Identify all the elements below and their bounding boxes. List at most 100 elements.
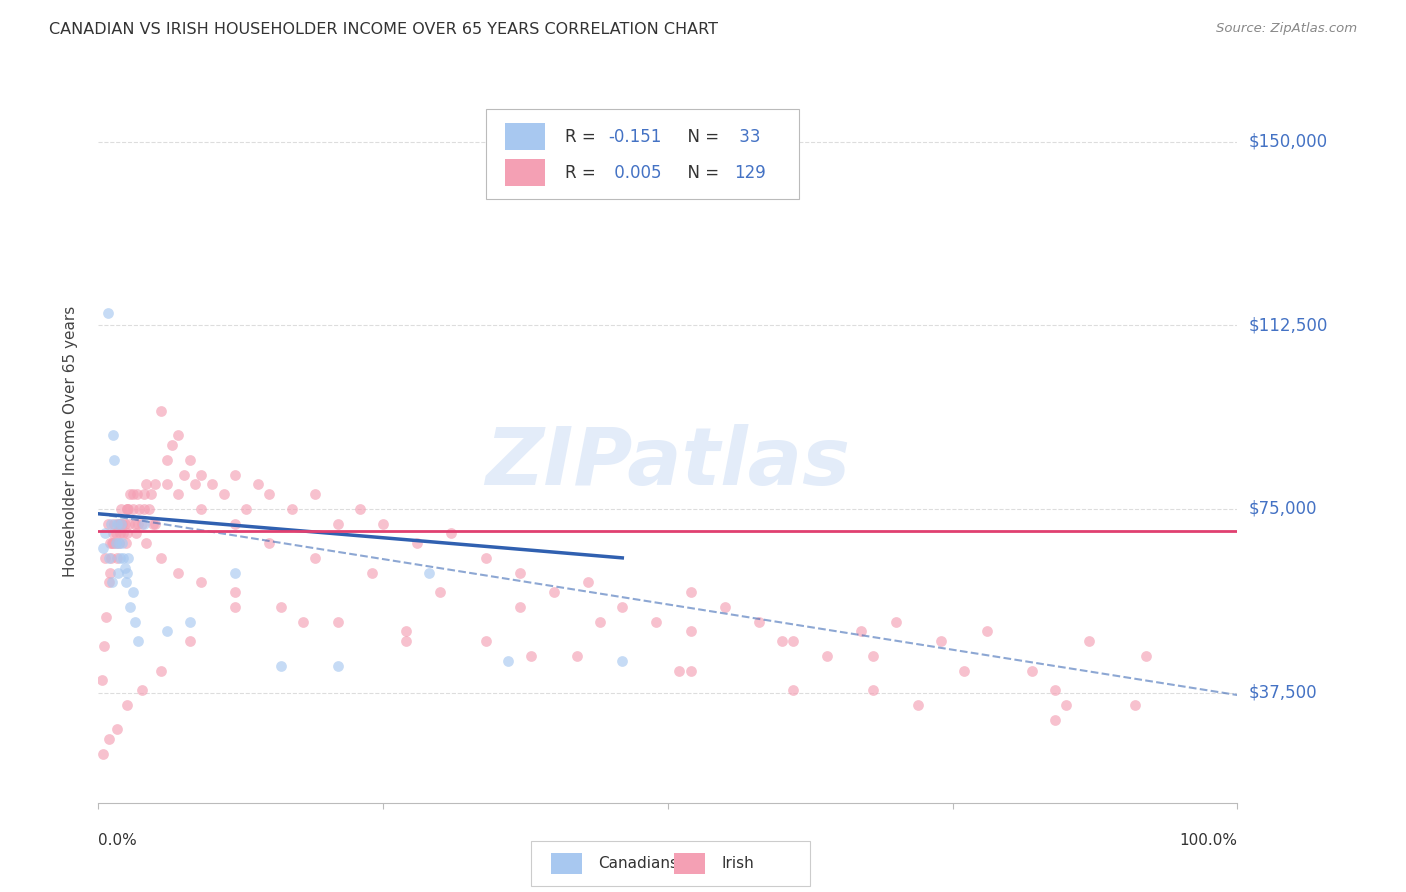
Point [117,550,139,565]
Point [770,634,793,648]
Point [224,585,246,599]
Point [107,566,129,580]
Point [150,664,173,678]
Point [150,550,173,565]
Point [907,698,929,712]
Point [668,664,690,678]
Point [121,487,143,501]
Point [93,639,115,653]
Point [167,566,190,580]
Point [862,648,884,663]
Point [1021,664,1043,678]
Text: $150,000: $150,000 [1249,133,1327,151]
Text: R =: R = [565,128,602,145]
Point [190,502,212,516]
Text: $75,000: $75,000 [1249,500,1317,518]
Point [440,526,463,541]
Point [128,502,150,516]
Point [474,550,496,565]
FancyBboxPatch shape [531,841,810,886]
Point [108,526,131,541]
Point [1078,634,1101,648]
Point [108,536,131,550]
Point [588,615,610,629]
Point [132,516,155,531]
Point [156,477,179,491]
Point [145,516,167,531]
Point [118,516,141,531]
Point [111,516,134,531]
Point [131,516,153,531]
Point [156,453,179,467]
Point [142,516,165,531]
Point [120,599,142,614]
FancyBboxPatch shape [551,853,582,874]
Point [145,477,167,491]
Point [179,453,201,467]
Point [127,516,149,531]
Point [100,550,122,565]
Point [976,624,998,639]
Point [103,516,125,531]
Point [201,477,224,491]
Point [115,526,138,541]
Point [349,502,371,516]
Point [612,654,634,668]
Point [108,536,131,550]
Point [304,550,326,565]
Point [235,502,257,516]
Point [543,585,565,599]
Point [156,624,179,639]
Point [117,502,139,516]
Point [167,428,190,442]
Point [115,566,138,580]
Point [884,615,907,629]
Point [212,487,235,501]
Point [815,648,838,663]
Text: Canadians: Canadians [599,856,678,871]
Point [679,664,702,678]
Point [1043,713,1066,727]
Point [929,634,952,648]
Point [135,536,157,550]
Point [124,516,146,531]
Point [121,585,143,599]
Point [224,467,246,482]
Point [97,550,120,565]
Point [97,732,120,747]
Text: 129: 129 [734,164,766,182]
Point [103,428,125,442]
Point [103,453,125,467]
Point [509,599,531,614]
Point [953,664,976,678]
Point [679,585,702,599]
Point [326,658,349,673]
Point [576,575,599,590]
Point [259,536,281,550]
Point [150,404,173,418]
Point [112,550,135,565]
Point [96,306,118,320]
Point [292,615,315,629]
Point [1043,683,1066,698]
Text: 0.0%: 0.0% [98,833,138,848]
Point [108,550,131,565]
Text: -0.151: -0.151 [609,128,662,145]
Point [114,575,136,590]
Text: CANADIAN VS IRISH HOUSEHOLDER INCOME OVER 65 YEARS CORRELATION CHART: CANADIAN VS IRISH HOUSEHOLDER INCOME OVE… [49,22,718,37]
Point [94,550,117,565]
Point [509,566,531,580]
Point [326,516,349,531]
Point [173,467,195,482]
Point [474,634,496,648]
Point [110,516,132,531]
Point [112,526,135,541]
Point [114,560,136,574]
Text: 33: 33 [734,128,761,145]
Point [110,516,132,531]
Point [270,599,292,614]
Point [127,634,149,648]
Point [105,723,128,737]
Point [679,624,702,639]
Point [104,536,127,550]
